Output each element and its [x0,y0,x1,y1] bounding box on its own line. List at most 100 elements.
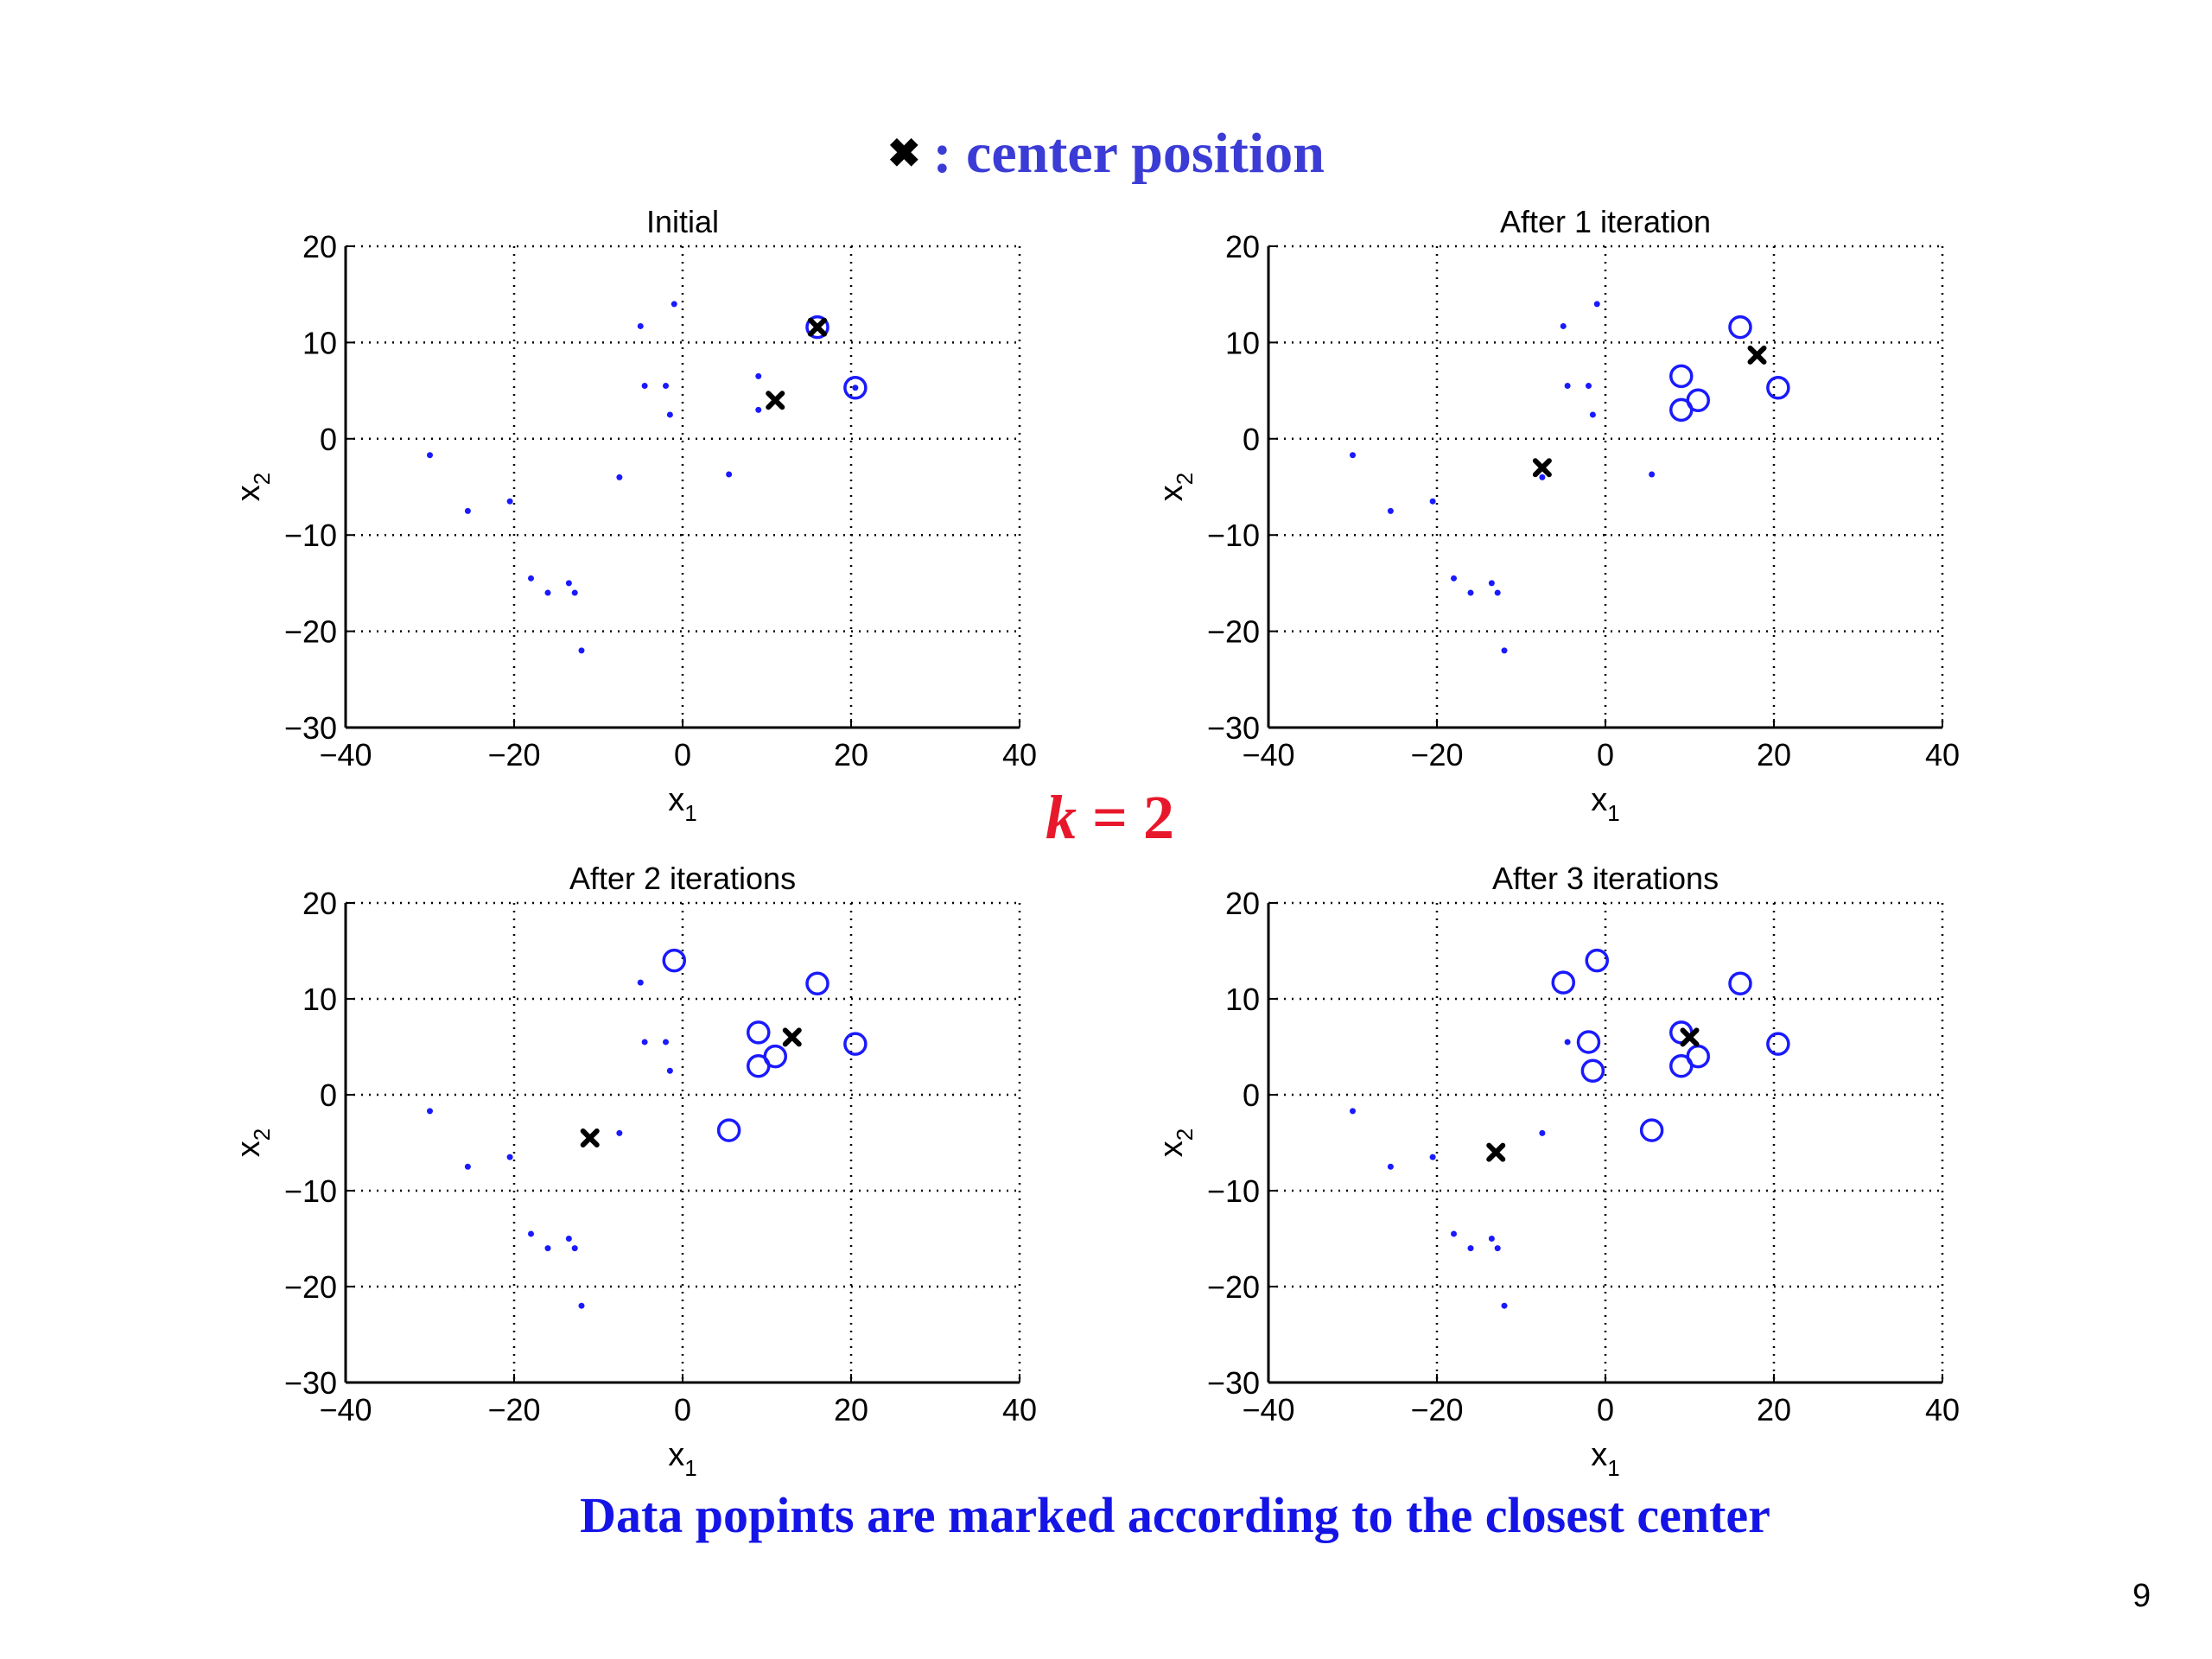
data-point [637,979,644,986]
y-tick-label: −10 [1207,518,1260,553]
data-point [1451,1230,1457,1237]
data-point-circled [843,1032,868,1056]
x-tick-label: 40 [1002,737,1037,772]
y-tick-label: 10 [1225,325,1260,360]
caption: Data popints are marked according to the… [580,1487,1770,1543]
y-tick-label: 10 [302,982,337,1017]
y-tick-label: 0 [1243,422,1260,457]
y-tick-label: 20 [1225,229,1260,264]
y-axis-label: x2 [1154,1128,1198,1157]
data-point-circled [1686,388,1710,412]
center-marker-icon: ✖ [887,131,921,175]
center-marker [580,1128,600,1147]
data-point [755,372,762,379]
y-axis-label: x2 [1154,473,1198,501]
data-point [616,474,623,480]
data-point [1350,1108,1356,1115]
x-tick-label: −20 [1410,737,1463,772]
y-tick-label: 0 [320,422,337,457]
data-point [544,589,551,596]
data-point-circled [763,1044,787,1069]
center-marker [1532,458,1552,478]
chart-panel-3: −40 −20 0 20 40 20 10 0 −10 −20 −30 After 2 iterati… [231,861,1037,1481]
data-point [1649,471,1656,478]
center-marker [1680,1027,1700,1047]
y-tick-label: −20 [1207,1269,1260,1305]
chart-panel-1: −40 −20 0 20 40 20 10 0 −10 −20 −30 Initial x1 x2 [231,204,1037,826]
y-tick-label: −10 [284,1173,337,1209]
data-point [1593,301,1600,308]
data-point [1387,1163,1394,1170]
data-point-circled [1585,948,1609,973]
data-point [1488,1236,1495,1242]
data-point [663,383,669,390]
data-point [1429,498,1436,505]
data-point [1501,647,1508,654]
x-tick-label: 0 [1597,737,1614,772]
chart-panel-4: −40 −20 0 20 40 20 10 0 −10 −20 −30 After 3 iterati… [1154,861,1960,1481]
y-tick-label: −20 [1207,614,1260,650]
data-point [427,1108,433,1115]
data-point [666,411,673,418]
data-point [571,589,578,596]
x-tick-label: −20 [487,1392,540,1427]
data-point [1350,452,1356,459]
y-tick-label: −30 [1207,1365,1260,1401]
y-tick-label: 10 [302,325,337,360]
x-axis-label: x1 [1591,782,1619,826]
data-point [1467,1245,1474,1252]
x-tick-label: 20 [834,1392,868,1427]
x-tick-label: 20 [1757,1392,1791,1427]
data-point [464,507,471,514]
data-point-circled [662,948,686,973]
data-point-circled [843,376,868,400]
y-axis-label: x2 [231,1128,275,1157]
data-point [755,406,762,413]
data-point [565,580,572,587]
y-tick-label: 20 [1225,886,1260,921]
legend-text: : center position [932,122,1325,185]
data-point [1387,507,1394,514]
legend-title: ✖: center position [0,121,2212,187]
data-point [616,1129,623,1136]
data-point-circled [805,971,830,995]
data-point [544,1245,551,1252]
data-point [663,1039,669,1046]
data-point [1564,383,1571,390]
center-marker [782,1027,802,1047]
chart-title: Initial [646,204,719,239]
x-tick-label: −40 [319,1392,372,1427]
center-marker [1486,1142,1506,1162]
data-point [528,1230,534,1237]
y-axis-label: x2 [231,473,275,501]
data-point-circled [1686,1044,1710,1069]
data-point-circled [1639,1118,1664,1142]
y-tick-label: −10 [284,518,337,553]
data-point [1467,589,1474,596]
x-tick-label: −20 [487,737,540,772]
y-tick-label: −20 [284,1269,337,1305]
data-point [506,1154,513,1160]
data-point-circled [1576,1030,1601,1054]
x-tick-label: 40 [1002,1392,1037,1427]
chart-title: After 2 iterations [569,861,796,896]
x-tick-label: −40 [1242,1392,1294,1427]
data-point [1488,580,1495,587]
data-point [1501,1302,1508,1309]
data-point-circled [1766,376,1790,400]
center-marker [766,391,785,410]
center-marker [808,317,827,337]
x-axis-label: x1 [668,782,696,826]
data-point-circled [1669,364,1694,389]
data-point [1589,411,1596,418]
chart-title: After 3 iterations [1492,861,1719,896]
data-point-circled [1728,315,1752,340]
data-point [427,452,433,459]
data-point-circled [1766,1032,1790,1056]
data-point [641,1039,648,1046]
x-tick-label: 40 [1925,737,1960,772]
data-point [852,385,859,391]
k-symbol: k [1046,783,1077,852]
data-point [578,1302,585,1309]
